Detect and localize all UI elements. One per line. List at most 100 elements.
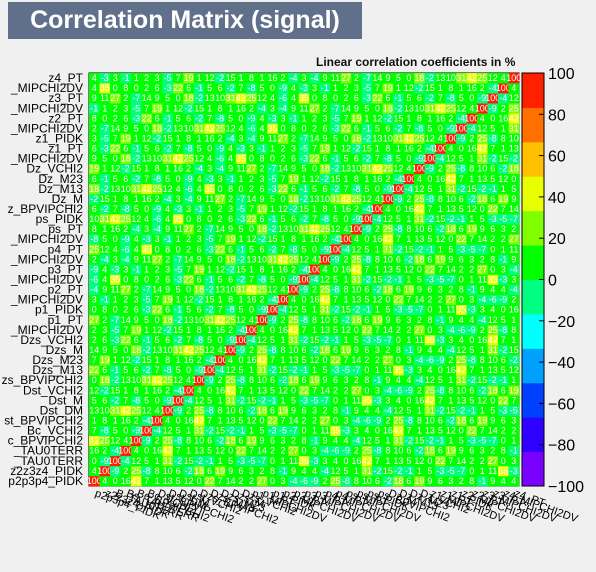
cell-value-label: -4 [195, 164, 203, 174]
cell-value-label: 0 [123, 275, 128, 285]
cell-value-label: 22 [152, 305, 162, 315]
cell-value-label: 5 [480, 214, 485, 224]
heatmap-cell [351, 445, 362, 457]
heatmap-cell [151, 73, 163, 84]
cell-value-label: 1 [207, 325, 212, 335]
cell-value-label: 6 [218, 83, 223, 93]
heatmap-cell [393, 173, 404, 185]
cell-value-label: 1 [155, 456, 160, 466]
heatmap-cell [487, 264, 499, 275]
heatmap-cell [393, 435, 404, 446]
heatmap-cell [141, 425, 153, 436]
heatmap-cell [424, 83, 436, 94]
cell-value-label: 15 [142, 355, 152, 365]
y-tick-label: Dst_VCHI2 [23, 383, 83, 397]
heatmap-cell [267, 455, 279, 467]
cell-value-label: 8 [364, 375, 369, 385]
cell-value-label: 1 [354, 466, 359, 476]
heatmap-cell [193, 435, 205, 446]
color-scale-segment [522, 348, 544, 384]
heatmap-cell [183, 234, 195, 245]
heatmap-cell [225, 314, 237, 326]
heatmap-cell [288, 163, 300, 175]
cell-value-label: 8 [438, 194, 443, 204]
heatmap-cell [319, 123, 331, 134]
heatmap-cell [393, 385, 404, 396]
heatmap-cell [172, 445, 184, 457]
heatmap-cell [288, 183, 300, 195]
cell-value-label: 12 [362, 194, 372, 204]
cell-value-label: 4 [165, 416, 170, 426]
cell-value-label: 4 [239, 123, 244, 133]
heatmap-cell [256, 143, 268, 154]
cell-value-label: 7 [176, 144, 181, 154]
heatmap-cell [235, 355, 247, 366]
cell-value-label: -1 [436, 315, 444, 325]
heatmap-cell [267, 224, 279, 235]
cell-value-label: 19 [404, 285, 414, 295]
cell-value-label: 10 [351, 285, 361, 295]
cell-value-label: -4 [279, 305, 287, 315]
cell-value-label: 9 [417, 285, 422, 295]
cell-value-label: -2 [373, 285, 381, 295]
heatmap-cell [130, 334, 142, 346]
cell-value-label: 5 [469, 345, 474, 355]
heatmap-cell [340, 214, 352, 225]
cell-value-label: -6 [248, 123, 256, 133]
cell-value-label: 5 [144, 315, 149, 325]
heatmap-cell [141, 153, 153, 164]
heatmap-cell [393, 445, 404, 457]
heatmap-cell [382, 375, 394, 386]
heatmap-cell [99, 475, 111, 487]
heatmap-cell [172, 183, 184, 195]
cell-value-label: 8 [291, 234, 296, 244]
cell-value-label: 35 [173, 214, 183, 224]
cell-value-label: 1 [207, 264, 212, 274]
cell-value-label: 2 [501, 103, 506, 113]
heatmap-cell [151, 445, 163, 457]
heatmap-cell [267, 73, 279, 84]
heatmap-cell [235, 143, 247, 154]
heatmap-cell [309, 153, 321, 164]
cell-value-label: -2 [185, 103, 193, 113]
cell-value-label: 1 [480, 466, 485, 476]
heatmap-cell [487, 415, 499, 426]
heatmap-cell [330, 475, 342, 487]
heatmap-cell [288, 123, 300, 134]
cell-value-label: 14 [110, 123, 120, 133]
cell-value-label: 2 [312, 285, 317, 295]
cell-value-label: 19 [289, 174, 299, 184]
cell-value-label: 25 [414, 194, 424, 204]
cell-value-label: 15 [477, 375, 487, 385]
heatmap-cell [235, 133, 247, 144]
cell-value-label: 16 [215, 325, 225, 335]
color-scale-segment [522, 451, 544, 487]
heatmap-cell [456, 475, 467, 487]
cell-value-label: 5 [501, 365, 506, 375]
heatmap-cell [351, 304, 362, 316]
heatmap-cell [130, 284, 142, 295]
heatmap-cell [424, 344, 436, 356]
cell-value-label: 6 [301, 345, 306, 355]
heatmap-cell [424, 475, 436, 487]
heatmap-cell [351, 193, 362, 205]
cell-value-label: -8 [258, 275, 266, 285]
cell-value-label: 11 [352, 395, 361, 405]
cell-value-label: -2 [164, 123, 172, 133]
heatmap-cell [477, 203, 488, 215]
cell-value-label: -9 [90, 264, 98, 274]
cell-value-label: 6 [123, 113, 128, 123]
cell-value-label: -4 [111, 446, 119, 456]
heatmap-cell [351, 344, 362, 356]
cell-value-label: 22 [215, 244, 225, 254]
heatmap-cell [256, 244, 268, 255]
cell-value-label: -1 [499, 375, 507, 385]
cell-value-label: 7 [113, 133, 118, 143]
heatmap-cell [340, 93, 352, 104]
cell-value-label: 3 [469, 295, 474, 305]
heatmap-cell [246, 344, 258, 356]
heatmap-cell [298, 425, 310, 436]
heatmap-cell [351, 375, 362, 386]
cell-value-label: 2 [354, 73, 359, 83]
heatmap-cell [288, 294, 300, 305]
